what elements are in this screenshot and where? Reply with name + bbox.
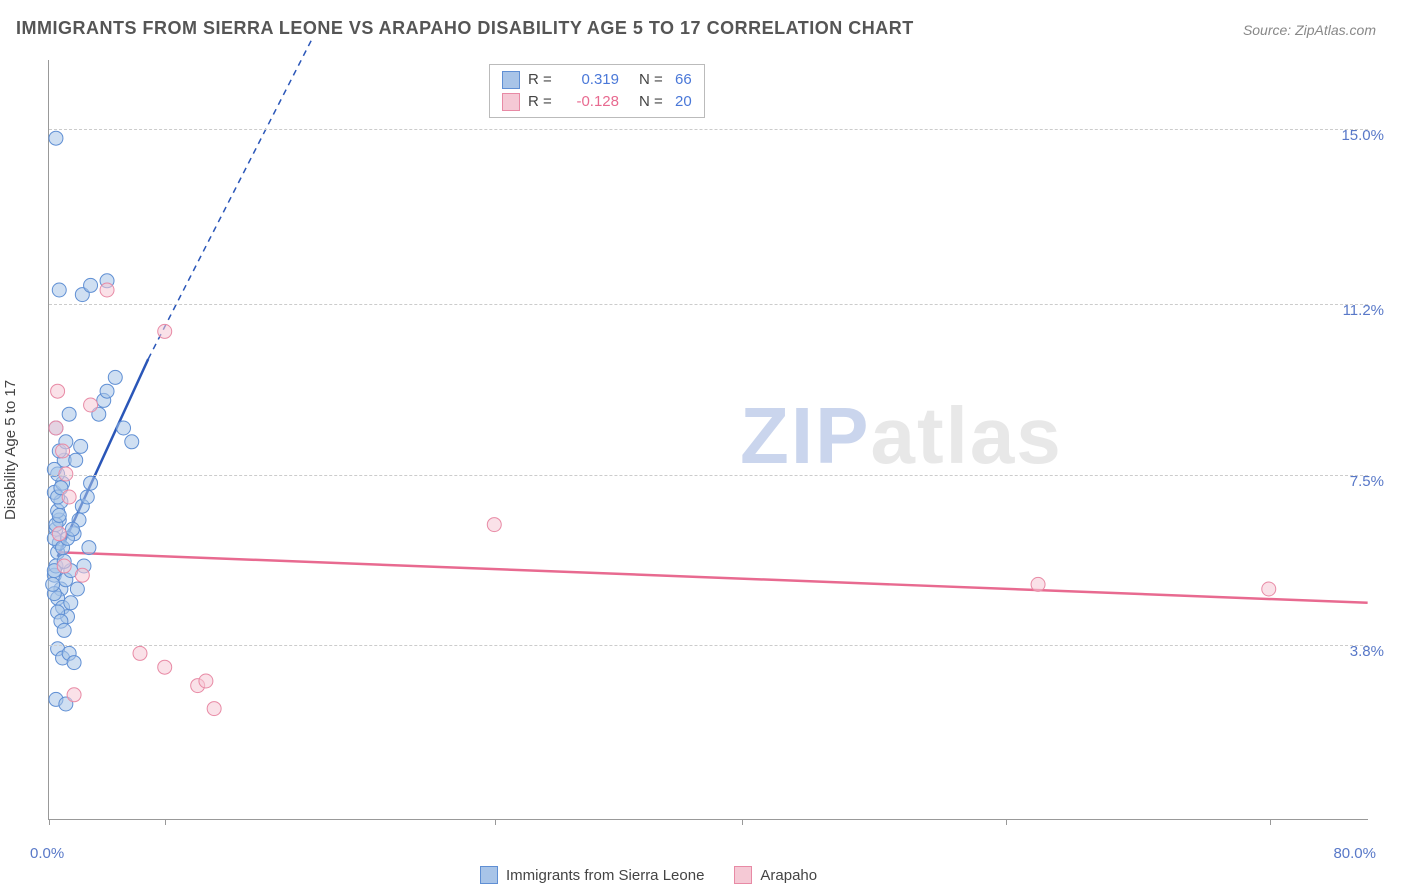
gridline: [49, 475, 1368, 476]
stat-r-value-0: 0.319: [564, 69, 619, 91]
legend-item-1: Arapaho: [734, 866, 817, 884]
data-point: [108, 370, 122, 384]
data-point: [75, 568, 89, 582]
y-tick-label: 7.5%: [1324, 473, 1384, 490]
data-point: [100, 283, 114, 297]
data-point: [51, 384, 65, 398]
data-point: [80, 490, 94, 504]
y-axis-label: Disability Age 5 to 17: [2, 380, 19, 520]
data-point: [56, 444, 70, 458]
data-point: [84, 476, 98, 490]
legend-label-1: Arapaho: [760, 867, 817, 884]
data-point: [67, 656, 81, 670]
data-point: [57, 623, 71, 637]
legend-swatch-0: [480, 866, 498, 884]
x-tick: [742, 819, 743, 825]
chart-title: IMMIGRANTS FROM SIERRA LEONE VS ARAPAHO …: [16, 18, 914, 39]
legend-swatch-1: [734, 866, 752, 884]
data-point: [69, 453, 83, 467]
data-point: [125, 435, 139, 449]
x-tick: [495, 819, 496, 825]
data-point: [49, 421, 63, 435]
data-point: [52, 283, 66, 297]
stat-r-label-0: R =: [528, 69, 556, 91]
gridline: [49, 304, 1368, 305]
data-point: [52, 508, 66, 522]
x-min-label: 0.0%: [30, 845, 64, 862]
y-tick-label: 11.2%: [1324, 302, 1384, 319]
x-tick: [49, 819, 50, 825]
y-tick-label: 15.0%: [1324, 127, 1384, 144]
stat-r-label-1: R =: [528, 91, 556, 113]
data-point: [74, 439, 88, 453]
data-point: [1262, 582, 1276, 596]
stats-row-1: R = -0.128 N = 20: [502, 91, 692, 113]
data-point: [62, 490, 76, 504]
y-tick-label: 3.8%: [1324, 643, 1384, 660]
swatch-0: [502, 71, 520, 89]
data-point: [57, 559, 71, 573]
data-point: [133, 646, 147, 660]
legend-item-0: Immigrants from Sierra Leone: [480, 866, 704, 884]
data-point: [82, 541, 96, 555]
data-point: [158, 660, 172, 674]
stats-legend: R = 0.319 N = 66 R = -0.128 N = 20: [489, 64, 705, 118]
x-tick: [165, 819, 166, 825]
data-point: [49, 131, 63, 145]
data-point: [52, 527, 66, 541]
data-point: [67, 688, 81, 702]
data-point: [199, 674, 213, 688]
trend-line: [58, 552, 1368, 603]
data-point: [100, 384, 114, 398]
plot-area: R = 0.319 N = 66 R = -0.128 N = 20: [48, 60, 1368, 820]
stats-row-0: R = 0.319 N = 66: [502, 69, 692, 91]
data-point: [64, 596, 78, 610]
data-point: [1031, 577, 1045, 591]
stat-n-value-1: 20: [675, 91, 692, 113]
data-point: [84, 398, 98, 412]
data-point: [117, 421, 131, 435]
swatch-1: [502, 93, 520, 111]
stat-n-label-1: N =: [639, 91, 667, 113]
gridline: [49, 645, 1368, 646]
legend-label-0: Immigrants from Sierra Leone: [506, 867, 704, 884]
trend-line-extrapolated: [148, 37, 313, 359]
x-max-label: 80.0%: [1333, 845, 1376, 862]
x-tick: [1270, 819, 1271, 825]
gridline: [49, 129, 1368, 130]
stat-n-label-0: N =: [639, 69, 667, 91]
data-point: [62, 407, 76, 421]
data-point: [487, 518, 501, 532]
data-point: [158, 324, 172, 338]
stat-n-value-0: 66: [675, 69, 692, 91]
x-tick: [1006, 819, 1007, 825]
data-point: [207, 702, 221, 716]
data-point: [65, 522, 79, 536]
bottom-legend: Immigrants from Sierra Leone Arapaho: [480, 866, 817, 884]
chart-svg: [49, 60, 1368, 819]
data-point: [46, 577, 60, 591]
source-attribution: Source: ZipAtlas.com: [1243, 22, 1376, 38]
stat-r-value-1: -0.128: [564, 91, 619, 113]
data-point: [84, 278, 98, 292]
data-point: [70, 582, 84, 596]
